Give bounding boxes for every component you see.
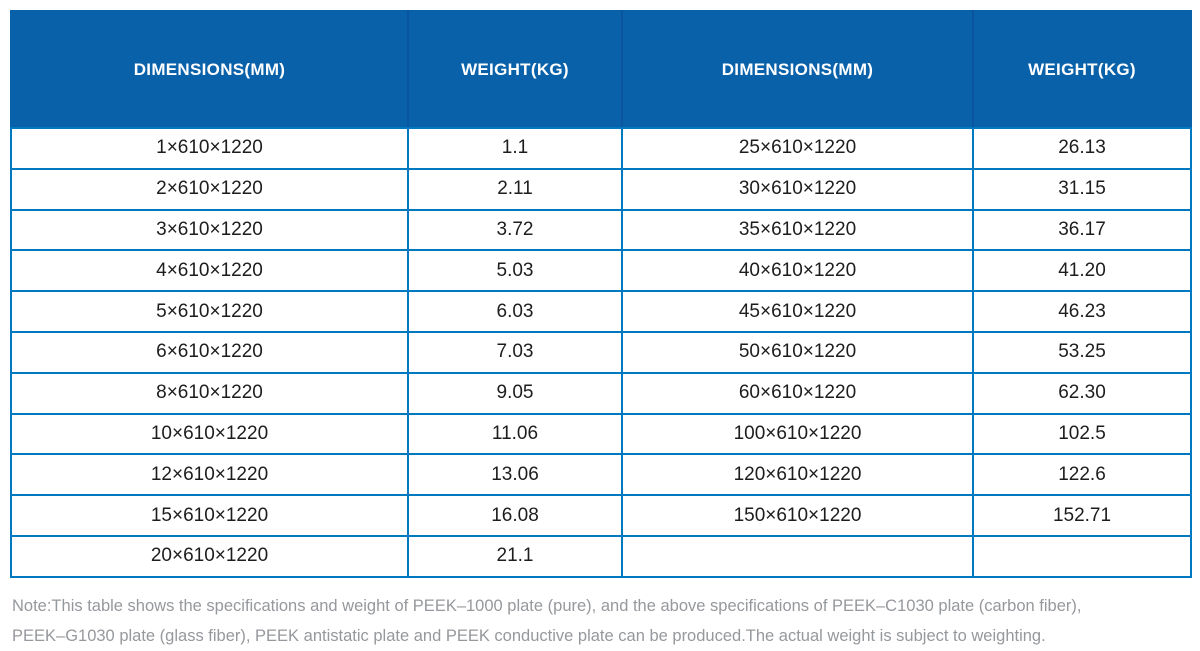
table-cell-r8-c0: 12×610×1220 (10, 453, 409, 497)
table-row-8: 12×610×1220 13.06 120×610×1220 122.6 (10, 453, 1192, 497)
footnote: Note:This table shows the specifications… (10, 591, 1190, 651)
table-cell-r0-c0: 1×610×1220 (10, 127, 409, 170)
table-cell-r10-c0: 20×610×1220 (10, 534, 409, 578)
table-row-4: 5×610×1220 6.03 45×610×1220 46.23 (10, 290, 1192, 333)
table-cell-r1-c1: 2.11 (407, 167, 623, 211)
table-cell-r0-c2: 25×610×1220 (621, 127, 974, 170)
table-cell-r10-c2 (621, 534, 974, 578)
table-cell-r2-c0: 3×610×1220 (10, 208, 409, 252)
footnote-line-1: Note:This table shows the specifications… (12, 596, 1082, 615)
table-row-0: 1×610×1220 1.1 25×610×1220 26.13 (10, 127, 1192, 170)
table-cell-r4-c0: 5×610×1220 (10, 290, 409, 333)
column-header-2: DIMENSIONS(MM) (621, 10, 974, 129)
table-cell-r8-c2: 120×610×1220 (621, 453, 974, 497)
table-row-10: 20×610×1220 21.1 (10, 534, 1192, 578)
table-row-9: 15×610×1220 16.08 150×610×1220 152.71 (10, 494, 1192, 537)
table-cell-r2-c2: 35×610×1220 (621, 208, 974, 252)
table-cell-r6-c2: 60×610×1220 (621, 371, 974, 415)
table-cell-r5-c1: 7.03 (407, 330, 623, 374)
table-cell-r1-c0: 2×610×1220 (10, 167, 409, 211)
table-cell-r2-c1: 3.72 (407, 208, 623, 252)
peek-plate-spec-table: DIMENSIONS(MM) WEIGHT(KG) DIMENSIONS(MM) WE… (10, 10, 1192, 578)
table-header: DIMENSIONS(MM) WEIGHT(KG) DIMENSIONS(MM) WE… (10, 10, 1192, 129)
table-row-7: 10×610×1220 11.06 100×610×1220 102.5 (10, 412, 1192, 456)
header-row: DIMENSIONS(MM) WEIGHT(KG) DIMENSIONS(MM) WE… (10, 10, 1192, 129)
table-cell-r0-c1: 1.1 (407, 127, 623, 170)
table-row-2: 3×610×1220 3.72 35×610×1220 36.17 (10, 208, 1192, 252)
table-row-1: 2×610×1220 2.11 30×610×1220 31.15 (10, 167, 1192, 211)
table-row-5: 6×610×1220 7.03 50×610×1220 53.25 (10, 330, 1192, 374)
table-cell-r10-c3 (972, 534, 1192, 578)
column-header-1: WEIGHT(KG) (407, 10, 623, 129)
table-row-3: 4×610×1220 5.03 40×610×1220 41.20 (10, 249, 1192, 293)
table-cell-r6-c0: 8×610×1220 (10, 371, 409, 415)
table-cell-r7-c3: 102.5 (972, 412, 1192, 456)
table-cell-r10-c1: 21.1 (407, 534, 623, 578)
table-cell-r7-c2: 100×610×1220 (621, 412, 974, 456)
table-cell-r4-c1: 6.03 (407, 290, 623, 333)
table-cell-r8-c3: 122.6 (972, 453, 1192, 497)
table-row-6: 8×610×1220 9.05 60×610×1220 62.30 (10, 371, 1192, 415)
table-cell-r7-c1: 11.06 (407, 412, 623, 456)
column-header-0: DIMENSIONS(MM) (10, 10, 409, 129)
table-cell-r9-c1: 16.08 (407, 494, 623, 537)
page-content: DIMENSIONS(MM) WEIGHT(KG) DIMENSIONS(MM) WE… (10, 10, 1192, 651)
table-cell-r5-c2: 50×610×1220 (621, 330, 974, 374)
table-cell-r3-c3: 41.20 (972, 249, 1192, 293)
table-cell-r2-c3: 36.17 (972, 208, 1192, 252)
table-cell-r9-c3: 152.71 (972, 494, 1192, 537)
table-cell-r5-c3: 53.25 (972, 330, 1192, 374)
table-cell-r4-c3: 46.23 (972, 290, 1192, 333)
table-cell-r1-c3: 31.15 (972, 167, 1192, 211)
table-cell-r6-c3: 62.30 (972, 371, 1192, 415)
table-cell-r8-c1: 13.06 (407, 453, 623, 497)
table-cell-r3-c1: 5.03 (407, 249, 623, 293)
table-cell-r9-c2: 150×610×1220 (621, 494, 974, 537)
footnote-line-2: PEEK–G1030 plate (glass fiber), PEEK ant… (12, 626, 1046, 645)
table-cell-r0-c3: 26.13 (972, 127, 1192, 170)
table-cell-r3-c0: 4×610×1220 (10, 249, 409, 293)
table-cell-r9-c0: 15×610×1220 (10, 494, 409, 537)
table-cell-r5-c0: 6×610×1220 (10, 330, 409, 374)
table-cell-r6-c1: 9.05 (407, 371, 623, 415)
column-header-3: WEIGHT(KG) (972, 10, 1192, 129)
table-body: 1×610×1220 1.1 25×610×1220 26.13 2×610×1220 2… (10, 127, 1192, 578)
table-cell-r3-c2: 40×610×1220 (621, 249, 974, 293)
table-cell-r4-c2: 45×610×1220 (621, 290, 974, 333)
table-cell-r7-c0: 10×610×1220 (10, 412, 409, 456)
table-cell-r1-c2: 30×610×1220 (621, 167, 974, 211)
